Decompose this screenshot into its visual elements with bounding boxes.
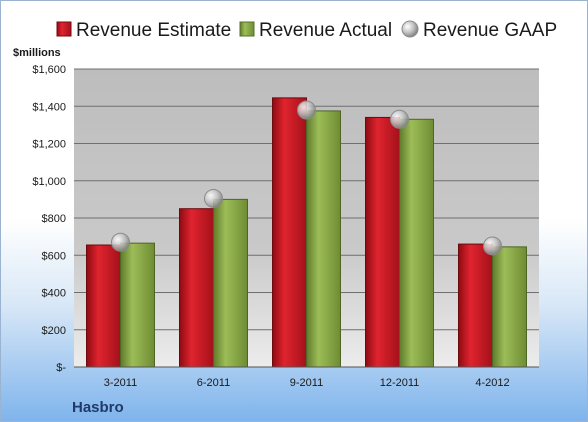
y-tick-label: $- (56, 362, 66, 374)
bar-revenue-estimate (272, 97, 307, 368)
y-tick-label: $400 (42, 288, 66, 300)
y-tick-label: $200 (42, 325, 66, 337)
bars (86, 97, 527, 368)
bar-revenue-actual (399, 118, 434, 368)
bar-revenue-estimate (179, 208, 214, 368)
y-tick-label: $1,400 (32, 101, 66, 113)
y-tick-label: $800 (42, 213, 66, 225)
y-tick-label: $1,200 (32, 139, 66, 151)
x-tick-label: 3-2011 (104, 377, 137, 389)
bar-revenue-estimate (458, 243, 493, 368)
y-axis-ticks: $- $200 $400 $600 $800 $1,000 $1,200 $1,400 $1,6… (32, 64, 66, 374)
x-axis-ticks: 3-2011 6-2011 9-2011 12-2011 4-2012 (104, 377, 510, 389)
y-axis-unit-label: $millions (13, 47, 61, 59)
legend-marker-revenue-gaap (401, 20, 419, 38)
bar-revenue-actual (120, 242, 155, 368)
gaap-markers (111, 100, 502, 256)
marker-revenue-gaap (390, 109, 409, 129)
x-tick-label: 12-2011 (380, 377, 420, 389)
bar-revenue-estimate (365, 116, 400, 368)
y-tick-label: $1,000 (32, 176, 66, 188)
legend-swatch-revenue-actual (239, 21, 255, 37)
marker-revenue-gaap (204, 188, 223, 208)
marker-revenue-gaap (483, 236, 502, 256)
bar-revenue-actual (306, 110, 341, 368)
company-name: Hasbro (72, 399, 124, 416)
legend-label-revenue-estimate: Revenue Estimate (76, 20, 231, 41)
legend-label-revenue-actual: Revenue Actual (259, 20, 392, 41)
x-tick-label: 4-2012 (475, 377, 509, 389)
y-tick-label: $1,600 (32, 64, 66, 76)
marker-revenue-gaap (297, 100, 316, 120)
bar-revenue-actual (213, 198, 248, 368)
bar-revenue-estimate (86, 244, 121, 368)
legend-swatch-revenue-estimate (56, 21, 72, 37)
y-tick-label: $600 (42, 250, 66, 262)
bar-revenue-actual (492, 246, 527, 368)
x-tick-label: 9-2011 (290, 377, 323, 389)
x-tick-label: 6-2011 (197, 377, 230, 389)
legend: Revenue Estimate Revenue Actual Revenue … (56, 20, 557, 41)
legend-label-revenue-gaap: Revenue GAAP (423, 20, 557, 41)
marker-revenue-gaap (111, 232, 130, 252)
